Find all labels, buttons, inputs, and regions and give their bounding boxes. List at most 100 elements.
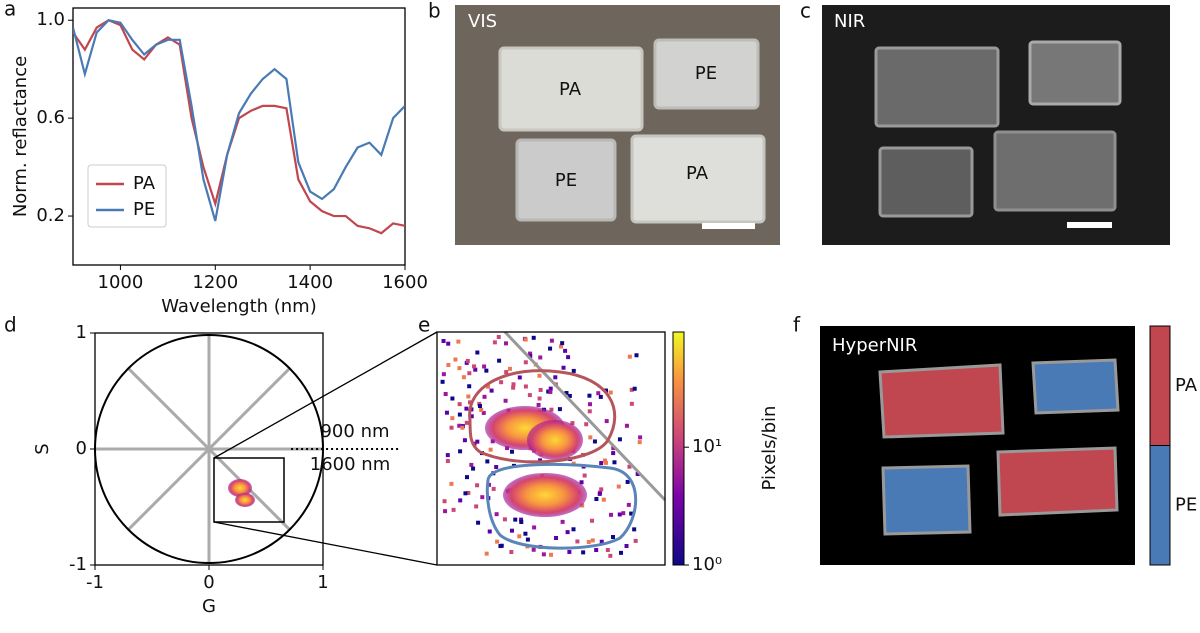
speckle [564, 390, 569, 395]
speckle [584, 422, 589, 427]
speckle [494, 465, 499, 470]
speckle [491, 486, 496, 491]
speckle [560, 341, 565, 346]
speckle [494, 512, 499, 517]
speckle [497, 358, 502, 363]
speckle [548, 386, 553, 391]
speckle [599, 461, 604, 466]
zoom-line [213, 521, 438, 566]
speckle [489, 388, 494, 393]
speckle [440, 379, 445, 384]
speckle [598, 394, 603, 399]
speckle [511, 385, 516, 390]
speckle [549, 407, 554, 412]
speckle [601, 497, 606, 502]
speckle [624, 423, 629, 428]
speckle [477, 403, 482, 408]
sample-label: PA [686, 163, 709, 184]
speckle [460, 425, 465, 430]
speckle [566, 355, 571, 360]
speckle [523, 337, 528, 342]
speckle [596, 391, 601, 396]
y-tick-label: 1.0 [36, 9, 65, 30]
speckle [605, 548, 610, 553]
speckle [482, 394, 487, 399]
speckle [457, 402, 462, 407]
speckle [609, 512, 614, 517]
speckle [464, 420, 469, 425]
speckle [457, 423, 462, 428]
speckle [635, 471, 640, 476]
x-tick-label: 1200 [192, 272, 238, 293]
y-tick-label: 1 [76, 322, 87, 343]
speckle [484, 551, 489, 556]
speckle [571, 527, 576, 532]
speckle [548, 389, 553, 394]
speckle [519, 520, 524, 525]
speckle [504, 370, 509, 375]
sample-label: PE [555, 170, 577, 191]
speckle [449, 481, 454, 486]
speckle [464, 475, 469, 480]
speckle [467, 371, 472, 376]
y-tick-label: 0.6 [36, 107, 65, 128]
speckle [563, 348, 568, 353]
speckle [629, 387, 634, 392]
panel-letter: e [418, 313, 430, 337]
line-series [73, 19, 405, 235]
speckle [538, 387, 543, 392]
cluster [235, 493, 255, 507]
x-tick-label: 1600 [382, 272, 428, 293]
speckle [587, 402, 592, 407]
speckle [476, 520, 481, 525]
speckle [632, 527, 637, 532]
speckle [469, 414, 474, 419]
speckle [449, 425, 454, 430]
speckle [481, 410, 486, 415]
speckle [528, 353, 533, 358]
speckle [599, 487, 604, 492]
class-label: PA [1175, 375, 1198, 396]
speckle [485, 384, 490, 389]
speckle [638, 435, 643, 440]
speckle [549, 338, 554, 343]
speckle [553, 375, 558, 380]
x-tick-label: -1 [86, 572, 104, 593]
panel-letter: d [4, 313, 17, 337]
speckle [498, 544, 503, 549]
speckle [490, 439, 495, 444]
x-axis-label: Wavelength (nm) [161, 296, 317, 317]
speckle [611, 535, 616, 540]
speckle [632, 386, 637, 391]
speckle [561, 365, 566, 370]
speckle [581, 550, 586, 555]
plot-frame [72, 7, 406, 266]
speckle [488, 447, 493, 452]
speckle [513, 517, 518, 522]
speckle [536, 402, 541, 407]
speckle [590, 518, 595, 523]
speckle [463, 491, 468, 496]
speckle [633, 538, 638, 543]
speckle [621, 511, 626, 516]
speckle [443, 392, 448, 397]
speckle [588, 435, 593, 440]
speckle [637, 440, 642, 445]
y-axis-label: S [32, 443, 53, 454]
speckle [480, 495, 485, 500]
speckle [619, 550, 624, 555]
speckle [505, 446, 510, 451]
legend-box [87, 164, 167, 228]
speckle [445, 453, 450, 458]
speckle [575, 539, 580, 544]
speckle [464, 406, 469, 411]
speckle [541, 552, 546, 557]
speckle [602, 458, 607, 463]
image-title: VIS [468, 11, 497, 32]
hypernir-image: HyperNIR f [793, 313, 1135, 565]
speckle [466, 394, 471, 399]
speckle [442, 499, 447, 504]
speckle [456, 339, 461, 344]
speckle [527, 393, 532, 398]
speckle [549, 552, 554, 557]
